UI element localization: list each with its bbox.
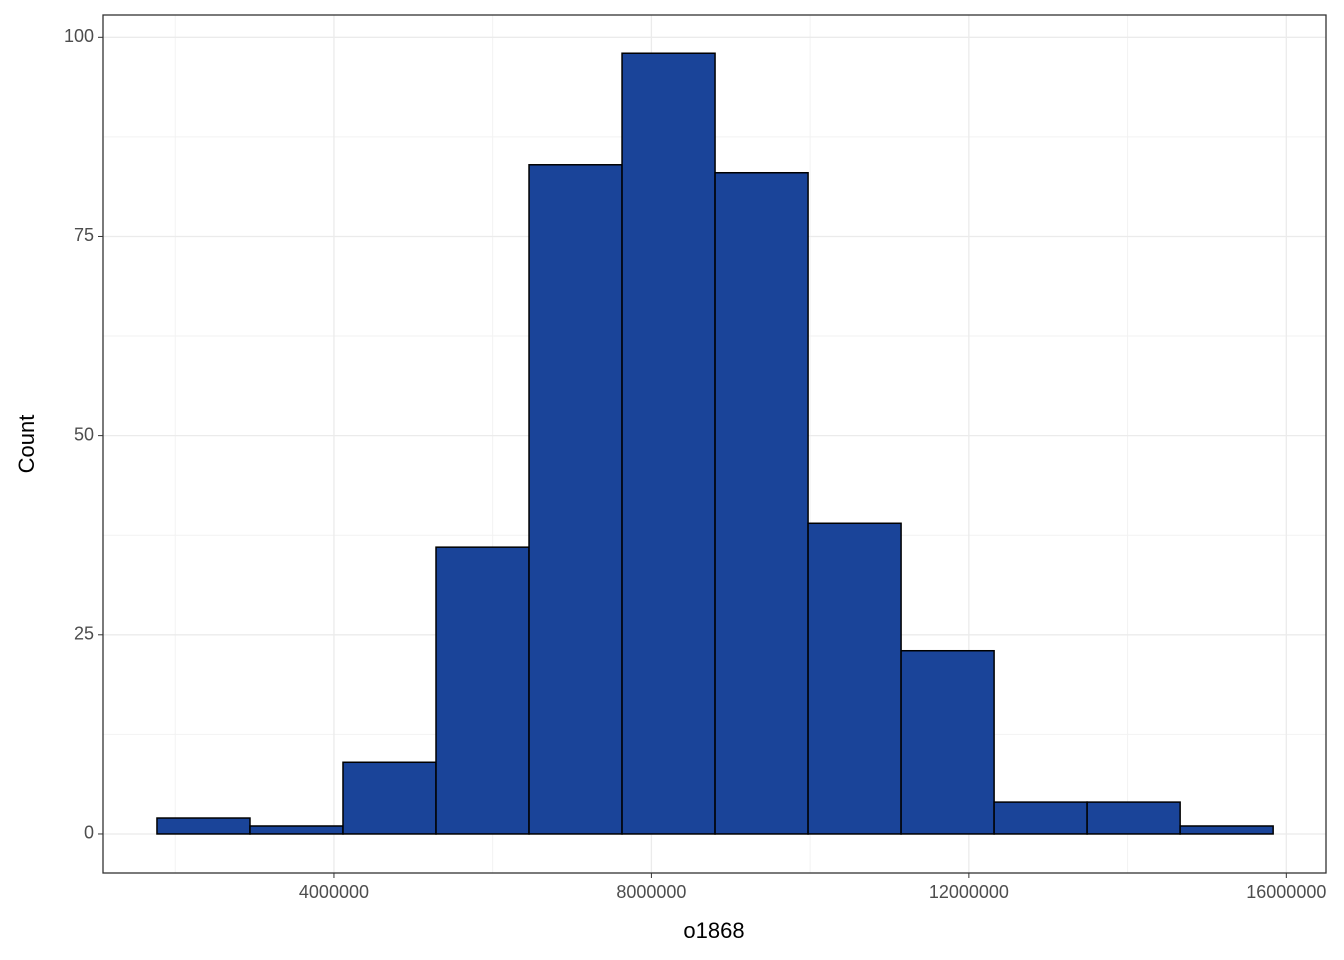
y-tick-label: 0 bbox=[84, 823, 94, 843]
bar bbox=[714, 171, 809, 835]
bar bbox=[900, 649, 995, 835]
bar bbox=[342, 761, 437, 835]
bar bbox=[435, 546, 530, 835]
bar bbox=[621, 52, 716, 835]
bar bbox=[156, 817, 251, 835]
y-tick-label: 100 bbox=[64, 26, 94, 46]
x-tick-label: 12000000 bbox=[929, 882, 1009, 902]
bar bbox=[1179, 825, 1274, 835]
x-axis-title: o1868 bbox=[683, 918, 744, 943]
x-tick-label: 8000000 bbox=[616, 882, 686, 902]
bar bbox=[1086, 801, 1181, 835]
bar bbox=[528, 164, 623, 835]
bar bbox=[993, 801, 1088, 835]
plot-border bbox=[102, 14, 1327, 874]
x-tick-label: 16000000 bbox=[1246, 882, 1326, 902]
bar bbox=[807, 522, 902, 835]
x-tick-label: 4000000 bbox=[299, 882, 369, 902]
y-tick-label: 75 bbox=[74, 225, 94, 245]
bar bbox=[249, 825, 344, 835]
y-tick-label: 25 bbox=[74, 624, 94, 644]
y-tick-label: 50 bbox=[74, 424, 94, 444]
y-axis-title: Count bbox=[14, 415, 39, 474]
